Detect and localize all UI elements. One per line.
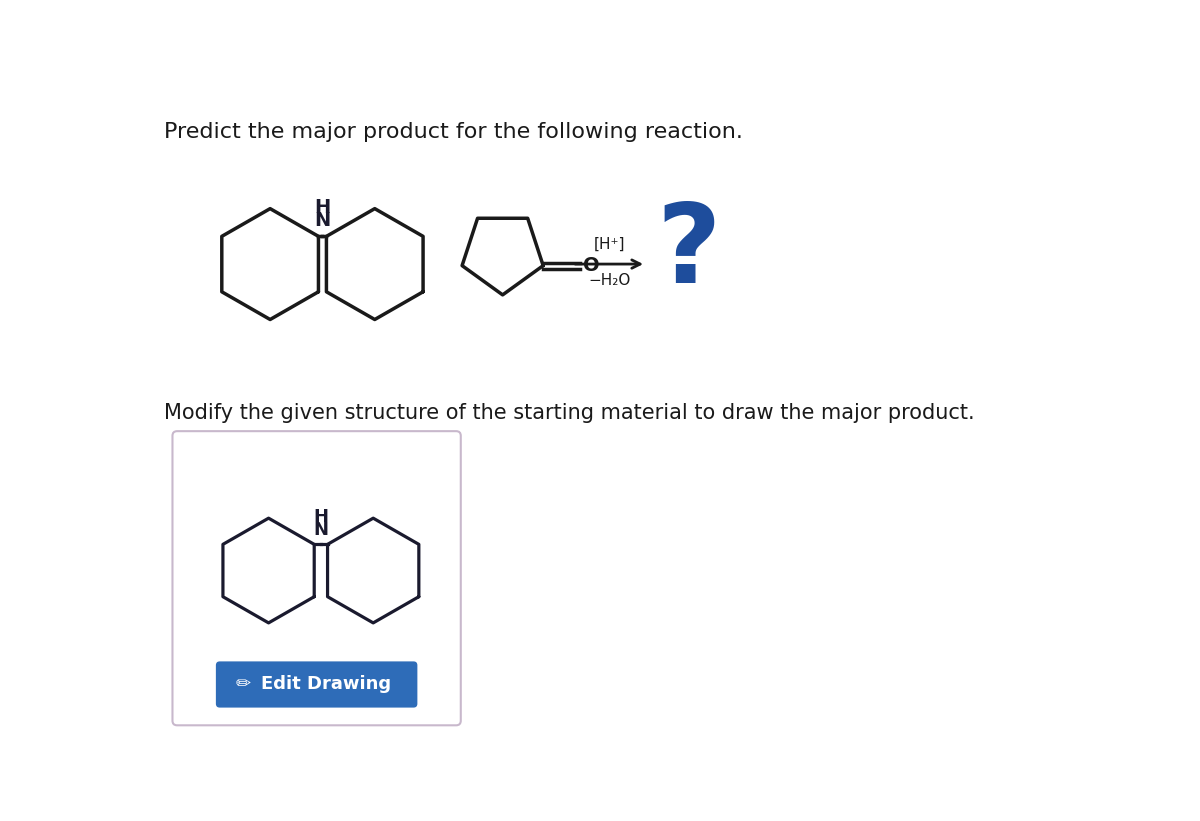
FancyBboxPatch shape bbox=[216, 662, 418, 708]
Text: −H₂O: −H₂O bbox=[588, 273, 630, 288]
Text: N: N bbox=[314, 212, 330, 231]
Text: ?: ? bbox=[656, 199, 721, 306]
Text: H: H bbox=[313, 507, 329, 525]
Text: ✏: ✏ bbox=[235, 676, 251, 694]
Text: H: H bbox=[314, 198, 330, 217]
FancyBboxPatch shape bbox=[173, 431, 461, 725]
Text: [H⁺]: [H⁺] bbox=[594, 236, 625, 252]
Text: Edit Drawing: Edit Drawing bbox=[260, 676, 391, 694]
Text: N: N bbox=[313, 521, 329, 539]
Text: Modify the given structure of the starting material to draw the major product.: Modify the given structure of the starti… bbox=[164, 402, 974, 423]
Text: O: O bbox=[583, 256, 600, 275]
Text: Predict the major product for the following reaction.: Predict the major product for the follow… bbox=[164, 122, 743, 141]
